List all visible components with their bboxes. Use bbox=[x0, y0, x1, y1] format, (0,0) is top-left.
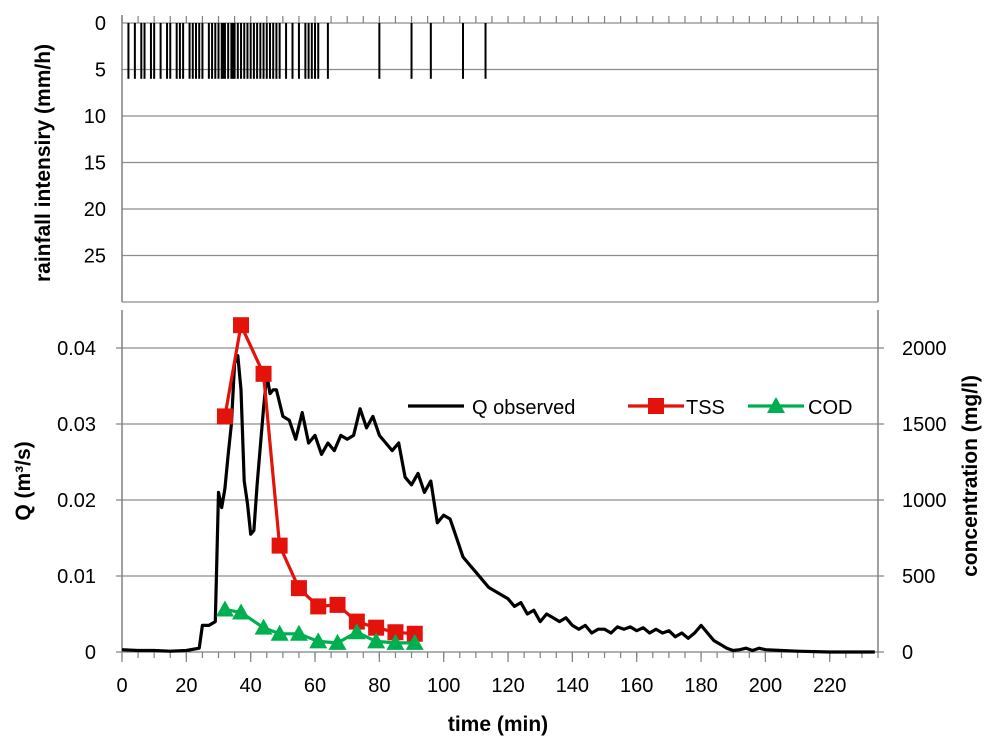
cod-point bbox=[347, 623, 366, 640]
conc-ytick-label: 0 bbox=[902, 642, 913, 664]
rain-ytick-label: 5 bbox=[95, 60, 106, 82]
legend: Q observed TSS COD bbox=[408, 397, 852, 419]
tss-point bbox=[406, 625, 423, 642]
cod-point bbox=[254, 618, 273, 635]
legend-cod-marker bbox=[767, 397, 785, 413]
flow-xtick-label: 80 bbox=[368, 675, 390, 697]
flow-xtick-label: 160 bbox=[620, 675, 653, 697]
flow-xtick-label: 100 bbox=[427, 675, 460, 697]
rain-ytick-label: 10 bbox=[84, 106, 106, 128]
q-observed-line bbox=[121, 354, 875, 654]
flow-xtick-label: 220 bbox=[813, 675, 846, 697]
flow-xtick-label: 40 bbox=[240, 675, 262, 697]
flow-ytick-label: 0.02 bbox=[57, 490, 96, 512]
rain-ylabel: rainfall intensiry (mm/h) bbox=[32, 44, 55, 282]
cod-point bbox=[386, 633, 405, 650]
flow-xtick-label: 200 bbox=[749, 675, 782, 697]
cod-point bbox=[367, 632, 386, 649]
cod-point bbox=[309, 632, 328, 649]
conc-ytick-label: 1500 bbox=[902, 414, 947, 436]
rain-ytick-label: 15 bbox=[84, 153, 106, 175]
rainfall-panel: 0 5 10 15 20 25 rainfall intensiry (mm/h) bbox=[32, 13, 879, 303]
flow-xtick-label: 60 bbox=[304, 675, 326, 697]
cod-point bbox=[232, 603, 251, 620]
tss-point bbox=[233, 317, 250, 334]
flow-xlabel: time (min) bbox=[448, 713, 548, 736]
tss-point bbox=[387, 624, 404, 641]
conc-ytick-label: 1000 bbox=[902, 490, 947, 512]
flow-xtick-label: 0 bbox=[116, 675, 127, 697]
flow-ytick-label: 0 bbox=[85, 642, 96, 664]
cod-point bbox=[328, 633, 347, 650]
flow-ylabel: Q (m³/s) bbox=[12, 441, 35, 520]
tss-line bbox=[223, 323, 415, 636]
cod-point bbox=[405, 633, 424, 650]
cod-point bbox=[270, 624, 289, 641]
conc-ylabel: concentration (mg/l) bbox=[959, 375, 982, 577]
flow-xtick-label: 140 bbox=[556, 675, 589, 697]
tss-point bbox=[255, 365, 272, 382]
rain-ytick-label: 0 bbox=[95, 13, 106, 35]
tss-point bbox=[348, 613, 365, 630]
legend-tss-label: TSS bbox=[686, 397, 725, 419]
flow-xtick-label: 120 bbox=[491, 675, 524, 697]
flow-ytick-label: 0.01 bbox=[57, 566, 96, 588]
cod-point bbox=[289, 624, 308, 641]
flow-panel: 0 0.01 0.02 0.03 0.04 0 500 1000 1500 2000 0 20 40 60… bbox=[12, 310, 982, 736]
cod-point bbox=[215, 600, 234, 617]
rain-ytick-label: 25 bbox=[84, 246, 106, 268]
legend-q-observed-label: Q observed bbox=[472, 397, 575, 419]
tss-point bbox=[329, 596, 346, 613]
tss-point bbox=[310, 598, 327, 615]
tss-point bbox=[290, 580, 307, 597]
legend-tss-marker bbox=[648, 398, 664, 414]
flow-ytick-label: 0.04 bbox=[57, 338, 96, 360]
flow-xtick-label: 20 bbox=[175, 675, 197, 697]
legend-cod-label: COD bbox=[808, 397, 852, 419]
flow-xtick-label: 180 bbox=[684, 675, 717, 697]
conc-ytick-label: 500 bbox=[902, 566, 935, 588]
tss-point bbox=[271, 537, 288, 554]
conc-ytick-label: 2000 bbox=[902, 338, 947, 360]
rain-ytick-label: 20 bbox=[84, 199, 106, 221]
tss-point bbox=[216, 408, 233, 425]
tss-point bbox=[368, 619, 385, 636]
flow-ytick-label: 0.03 bbox=[57, 414, 96, 436]
